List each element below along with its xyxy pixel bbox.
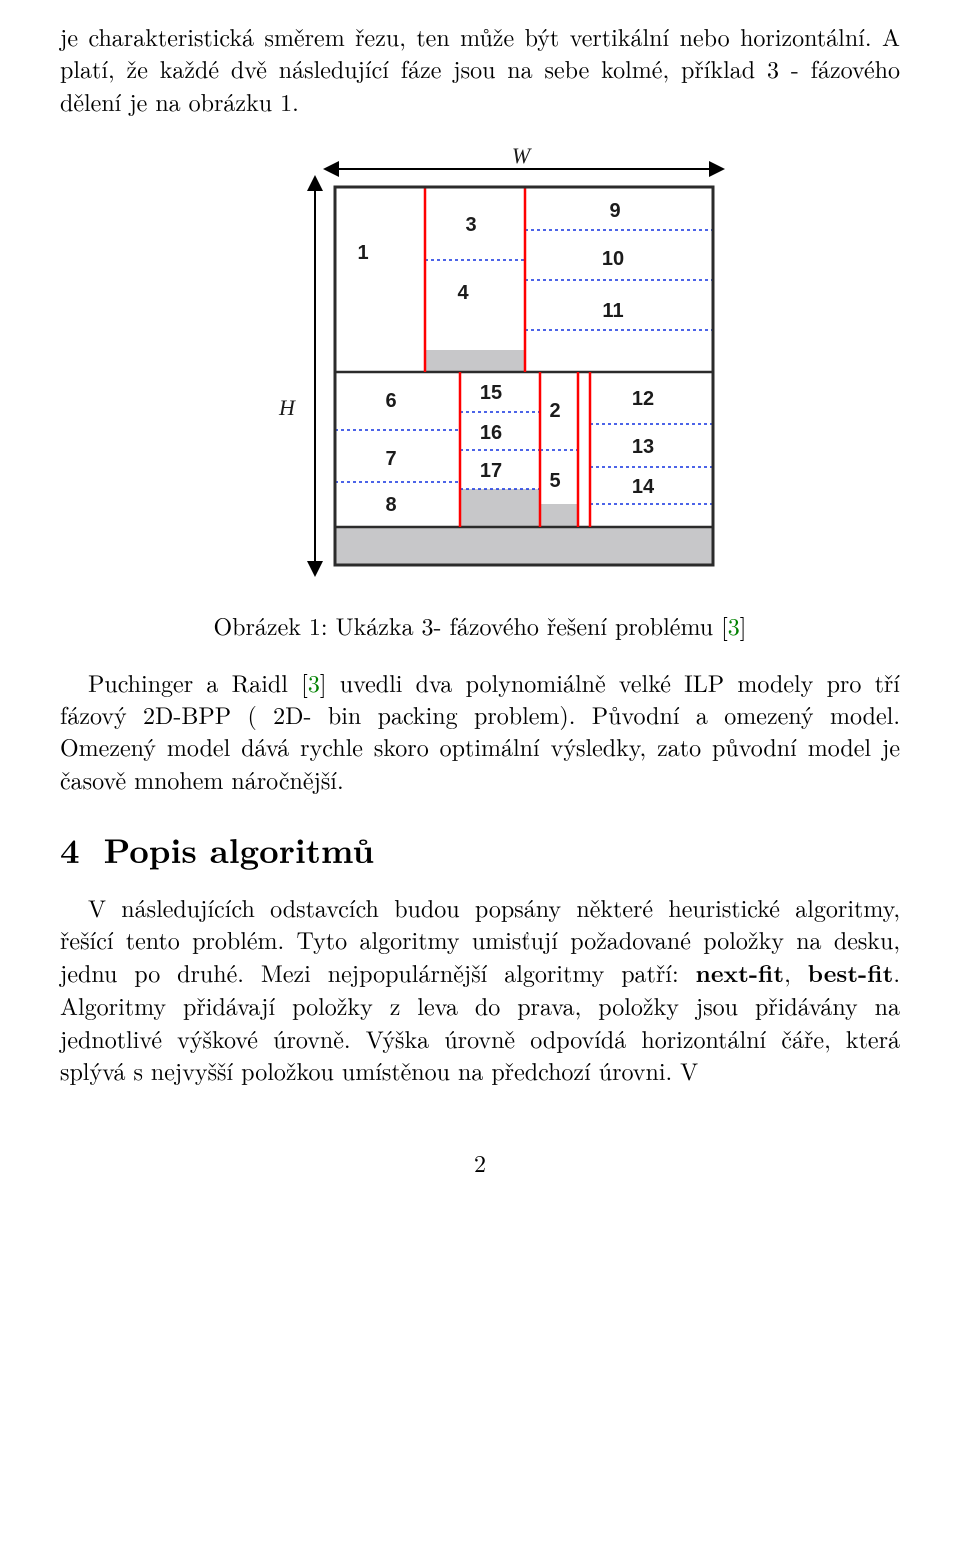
svg-text:8: 8 — [385, 494, 396, 516]
figure-1: WH1349101167815161725121314 Obrázek 1: U… — [60, 147, 900, 641]
caption-suffix: ] — [740, 608, 747, 642]
figure-1-svg: WH1349101167815161725121314 — [235, 147, 725, 587]
svg-text:11: 11 — [602, 300, 623, 322]
svg-text:1: 1 — [357, 242, 368, 264]
svg-text:5: 5 — [549, 470, 560, 492]
intro-paragraph: je charakteristická směrem řezu, ten můž… — [60, 20, 900, 117]
section-title: Popis algoritmů — [104, 825, 375, 874]
para3: V následujících odstavcích budou popsány… — [60, 891, 900, 1086]
para2-ref: 3 — [308, 665, 320, 699]
nextfit: next-fit — [696, 956, 785, 990]
section-number: 4 — [60, 825, 80, 874]
caption-prefix: Obrázek 1: Ukázka 3- fázového řešení pro… — [214, 608, 728, 642]
page-number: 2 — [60, 1146, 900, 1178]
caption-ref: 3 — [728, 608, 740, 642]
section-4-heading: 4 Popis algoritmů — [60, 827, 900, 873]
svg-text:4: 4 — [457, 282, 469, 304]
svg-text:14: 14 — [632, 476, 655, 498]
svg-text:W: W — [512, 147, 532, 168]
svg-text:12: 12 — [632, 388, 654, 410]
svg-text:3: 3 — [465, 214, 476, 236]
para2-a: Puchinger a Raidl [ — [88, 665, 308, 699]
para2: Puchinger a Raidl [3] uvedli dva polynom… — [60, 666, 900, 796]
figure-1-caption: Obrázek 1: Ukázka 3- fázového řešení pro… — [60, 609, 900, 641]
svg-text:13: 13 — [632, 436, 654, 458]
svg-text:16: 16 — [480, 422, 502, 444]
para3-b: , — [784, 955, 808, 989]
svg-text:H: H — [278, 395, 296, 420]
svg-text:2: 2 — [549, 400, 560, 422]
para1-text: je charakteristická směrem řezu, ten můž… — [60, 19, 900, 118]
svg-text:15: 15 — [480, 382, 502, 404]
svg-text:9: 9 — [609, 200, 620, 222]
svg-text:17: 17 — [480, 460, 502, 482]
svg-text:10: 10 — [602, 248, 624, 270]
svg-text:7: 7 — [385, 448, 396, 470]
svg-text:6: 6 — [385, 390, 396, 412]
bestfit: best-fit — [808, 956, 894, 990]
